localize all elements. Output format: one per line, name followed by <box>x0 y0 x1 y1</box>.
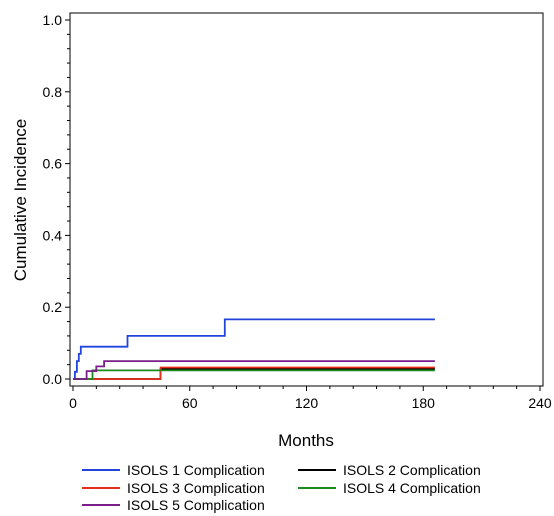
legend: ISOLS 1 Complication ISOLS 3 Complication… <box>82 462 481 513</box>
series-line-isols-3 <box>73 366 435 380</box>
x-tick-label: 60 <box>182 395 198 411</box>
series-line-isols-5 <box>73 360 435 380</box>
legend-label: ISOLS 3 Complication <box>127 480 265 496</box>
x-axis-title: Months <box>278 431 334 450</box>
y-tick-label: 0.0 <box>43 371 63 387</box>
legend-label: ISOLS 4 Complication <box>343 480 481 496</box>
y-tick-label: 0.4 <box>43 227 63 243</box>
y-tick-label: 0.8 <box>43 84 63 100</box>
x-axis-ticks: 0 60 120 180 240 <box>69 386 552 411</box>
plot-frame <box>69 12 544 387</box>
legend-label: ISOLS 2 Complication <box>343 462 481 478</box>
y-tick-label: 1.0 <box>43 12 63 28</box>
x-tick-label: 120 <box>295 395 319 411</box>
y-tick-label: 0.2 <box>43 299 63 315</box>
x-tick-label: 240 <box>528 395 552 411</box>
x-tick-label: 0 <box>69 395 77 411</box>
y-tick-label: 0.6 <box>43 156 63 172</box>
y-axis-ticks: 0.0 0.2 0.4 0.6 0.8 1.0 <box>43 12 70 387</box>
x-tick-label: 180 <box>412 395 436 411</box>
y-axis-title: Cumulative Incidence <box>11 119 30 282</box>
legend-label: ISOLS 1 Complication <box>127 462 265 478</box>
series-line-isols-1 <box>73 318 435 380</box>
legend-label: ISOLS 5 Complication <box>127 497 265 513</box>
series-line-isols-4 <box>73 369 435 380</box>
series-layer <box>73 318 435 380</box>
